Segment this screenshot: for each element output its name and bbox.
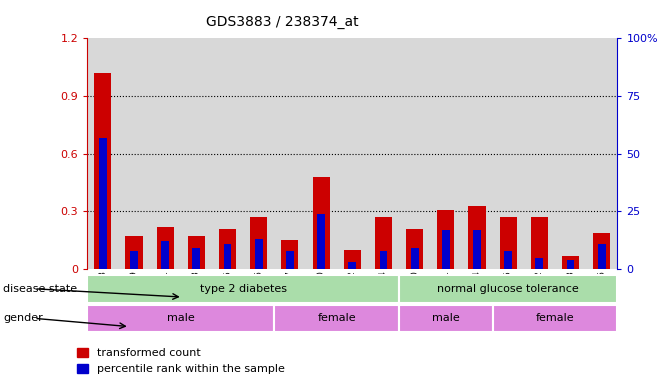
Bar — [442, 230, 450, 269]
Bar — [125, 237, 142, 269]
Bar — [281, 240, 299, 269]
Bar — [274, 38, 305, 269]
Bar — [430, 38, 462, 269]
Bar — [99, 137, 107, 269]
Text: normal glucose tolerance: normal glucose tolerance — [437, 284, 579, 294]
Bar — [535, 258, 544, 269]
Text: disease state: disease state — [3, 284, 77, 294]
Bar — [348, 262, 356, 269]
Bar — [411, 248, 419, 269]
Bar — [437, 210, 454, 269]
Bar — [130, 251, 138, 269]
Bar — [150, 38, 180, 269]
Bar — [180, 38, 212, 269]
Bar — [313, 177, 329, 269]
Bar — [462, 38, 493, 269]
Bar — [305, 38, 337, 269]
Bar — [555, 38, 586, 269]
Text: gender: gender — [3, 313, 43, 323]
Bar — [586, 38, 617, 269]
Text: male: male — [432, 313, 460, 323]
Bar — [468, 206, 486, 269]
Bar — [286, 251, 294, 269]
Bar — [274, 305, 399, 332]
Text: GDS3883 / 238374_at: GDS3883 / 238374_at — [205, 15, 358, 29]
Bar — [212, 38, 243, 269]
Bar — [593, 233, 611, 269]
Bar — [531, 217, 548, 269]
Bar — [188, 237, 205, 269]
Bar — [505, 251, 512, 269]
Bar — [344, 250, 361, 269]
Bar — [399, 305, 493, 332]
Bar — [380, 251, 387, 269]
Bar — [317, 214, 325, 269]
Bar — [406, 229, 423, 269]
Bar — [118, 38, 150, 269]
Text: female: female — [317, 313, 356, 323]
Text: female: female — [535, 313, 574, 323]
Bar — [255, 239, 262, 269]
Bar — [223, 244, 231, 269]
Bar — [87, 38, 118, 269]
Bar — [243, 38, 274, 269]
Bar — [562, 256, 579, 269]
Bar — [399, 275, 617, 303]
Bar — [500, 217, 517, 269]
Bar — [566, 260, 574, 269]
Bar — [161, 242, 169, 269]
Bar — [87, 275, 399, 303]
Bar — [598, 244, 606, 269]
Bar — [399, 38, 430, 269]
Bar — [493, 38, 524, 269]
Bar — [87, 305, 274, 332]
Bar — [250, 217, 267, 269]
Text: type 2 diabetes: type 2 diabetes — [200, 284, 287, 294]
Bar — [493, 305, 617, 332]
Text: male: male — [167, 313, 195, 323]
Bar — [193, 248, 200, 269]
Bar — [368, 38, 399, 269]
Bar — [219, 229, 236, 269]
Bar — [156, 227, 174, 269]
Bar — [524, 38, 555, 269]
Bar — [94, 73, 111, 269]
Legend: transformed count, percentile rank within the sample: transformed count, percentile rank withi… — [72, 343, 289, 379]
Bar — [375, 217, 392, 269]
Bar — [473, 230, 481, 269]
Bar — [337, 38, 368, 269]
